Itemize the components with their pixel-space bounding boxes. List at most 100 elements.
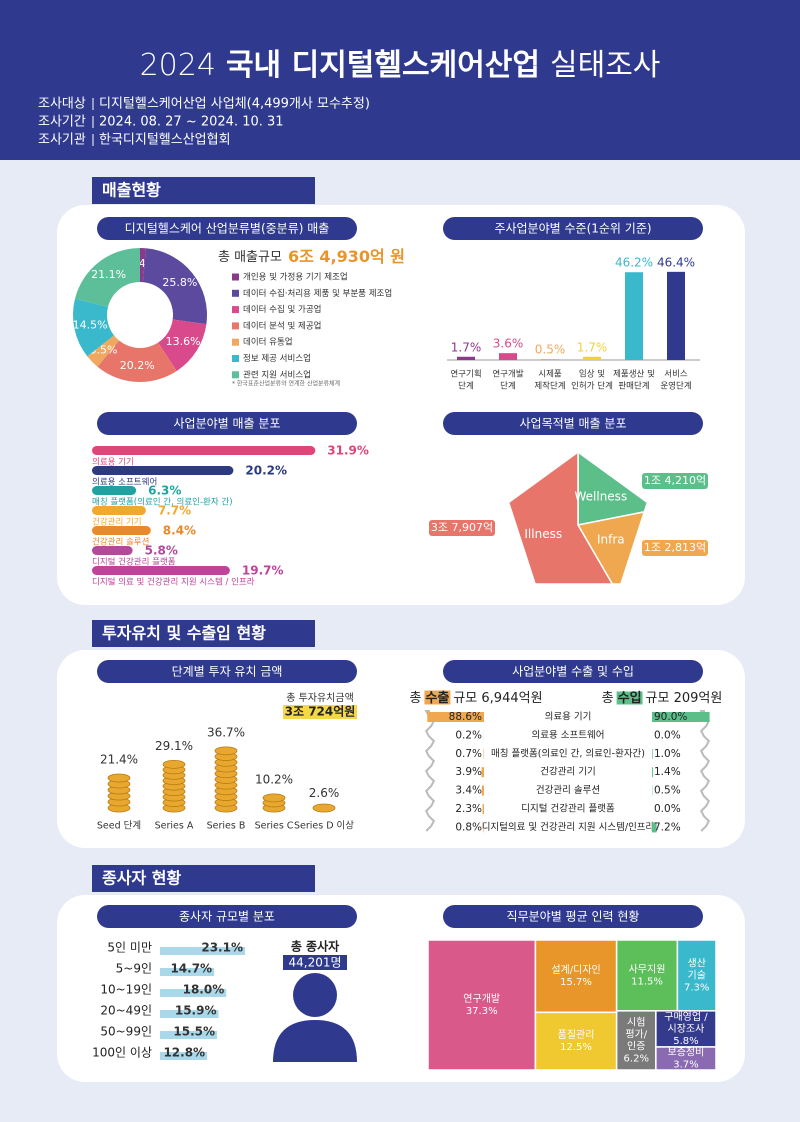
bar (652, 767, 653, 778)
slice-label: Infra (597, 532, 625, 546)
bar (92, 566, 230, 575)
legend-swatch (232, 338, 239, 346)
y-tick-label: 100인 이상 (92, 1046, 152, 1060)
pentagon-slice (509, 453, 647, 584)
data-label: 15.5% (173, 1025, 215, 1039)
cell-label: 생산 (688, 957, 706, 969)
data-label: 21.4% (100, 753, 138, 767)
total-label: 총 투자유치금액 (286, 692, 354, 704)
legend-swatch (232, 289, 239, 297)
data-label: 5.8% (673, 1036, 698, 1047)
data-label: 46.4% (657, 255, 695, 269)
data-label: 0.2% (455, 729, 482, 741)
data-label: 15.9% (175, 1004, 217, 1018)
bar (652, 748, 653, 759)
legend-label: 수입 (618, 691, 642, 706)
data-label: 29.1% (155, 739, 193, 753)
chart-title-pill (97, 660, 357, 683)
bar (92, 446, 316, 455)
bar (481, 767, 484, 778)
person-body (273, 1020, 357, 1062)
section-tab (92, 620, 315, 647)
chart-title: 종사자 규모별 분포 (179, 910, 275, 924)
chart-title: 사업분야별 수출 및 수입 (512, 665, 634, 679)
data-label: 46.2% (615, 256, 653, 270)
data-label: 0.0% (654, 729, 681, 741)
data-label: 1.0% (654, 748, 681, 760)
x-tick-label: 제품생산 및 (613, 369, 655, 380)
data-label: 23.1% (201, 941, 243, 955)
title-suffix: 실태조사 (550, 48, 660, 83)
total-line: 총 수출 규모 6,944억원 (409, 690, 542, 706)
bar (160, 989, 227, 997)
y-tick-label: 50~99인 (100, 1025, 152, 1039)
data-label: 15.7% (560, 977, 592, 988)
cell-label: 기술 (688, 969, 706, 981)
bar (541, 359, 559, 360)
chart-title: 단계별 투자 유치 금액 (172, 665, 283, 679)
data-label: 31.9% (327, 444, 369, 458)
data-label: 1.7% (577, 340, 608, 354)
x-tick-label: 단계 (500, 381, 516, 392)
treemap-cell (655, 1010, 717, 1048)
bar (457, 356, 475, 360)
wavy-break (424, 710, 436, 832)
category-label: 매칭 플랫폼(의료인 간, 의료인-환자간) (491, 747, 645, 759)
data-label: 14.5% (73, 319, 108, 332)
data-label: 0.5% (535, 343, 566, 357)
bar (499, 353, 517, 360)
legend-label: 관련 지원 서비스업 (243, 369, 311, 380)
coin-stack (262, 793, 286, 813)
category-label: 건강관리 솔루션 (92, 537, 149, 548)
total-prefix: 총 (409, 691, 421, 706)
bar (481, 785, 484, 796)
total-value: 44,201명 (288, 956, 341, 970)
donut-slice (158, 319, 207, 372)
data-label: 36.7% (207, 725, 245, 739)
data-label: 10.2% (255, 772, 293, 786)
data-label: 0.5% (654, 785, 681, 797)
legend-swatch (232, 273, 239, 281)
section-title: 종사자 현황 (102, 869, 181, 888)
treemap-cell (427, 939, 537, 1071)
legend-swatch (616, 691, 643, 705)
total-label: 총 종사자 (291, 939, 339, 954)
legend-label: 정보 제공 서비스업 (243, 353, 311, 364)
cell-label: 평가/ (625, 1028, 647, 1040)
coin-stack (214, 746, 238, 813)
coin-stack (312, 803, 336, 813)
slice-label: Illness (524, 527, 562, 541)
cell-label: 사무지원 (629, 963, 666, 975)
x-tick-label: Seed 단계 (97, 820, 141, 832)
person-head (293, 973, 337, 1017)
data-label: 3.9% (455, 766, 482, 778)
category-label: 건강관리 솔루션 (536, 785, 600, 796)
treemap-cell (534, 1011, 618, 1071)
x-tick-label: Series A (155, 821, 194, 832)
data-label: 19.7% (242, 564, 284, 578)
section-title: 투자유치 및 수출입 현황 (102, 624, 266, 643)
x-tick-label: 판매단계 (618, 381, 649, 392)
bar (160, 1031, 218, 1039)
data-label: 5.8% (145, 544, 178, 558)
title-year: 2024 (140, 48, 216, 83)
data-label: 21.1% (91, 268, 126, 281)
info-label: 조사대상 (38, 97, 86, 112)
data-label: 8.4% (163, 524, 196, 538)
y-tick-label: 5~9인 (116, 962, 152, 976)
chart-title: 직무분야별 평균 인력 현황 (507, 910, 640, 924)
cell-label: 시장조사 (668, 1023, 705, 1035)
info-text: 디지털헬스케어산업 사업체(4,499개사 모수추정) (99, 97, 370, 112)
donut-slice (142, 248, 207, 325)
total-line: 총 수입 규모 209억원 (602, 691, 723, 706)
data-label: 90.0% (654, 711, 687, 723)
x-tick-label: Series C (255, 821, 294, 832)
bar (652, 822, 657, 833)
data-label: 1조 2,813억 (644, 541, 706, 554)
data-label: 25.8% (162, 276, 197, 289)
category-label: 의료용 기기 (92, 457, 134, 468)
x-tick-label: 단계 (458, 381, 474, 392)
legend-label: 개인용 및 가정용 기기 제조업 (243, 272, 348, 283)
data-label: 1조 4,210억 (644, 474, 706, 487)
